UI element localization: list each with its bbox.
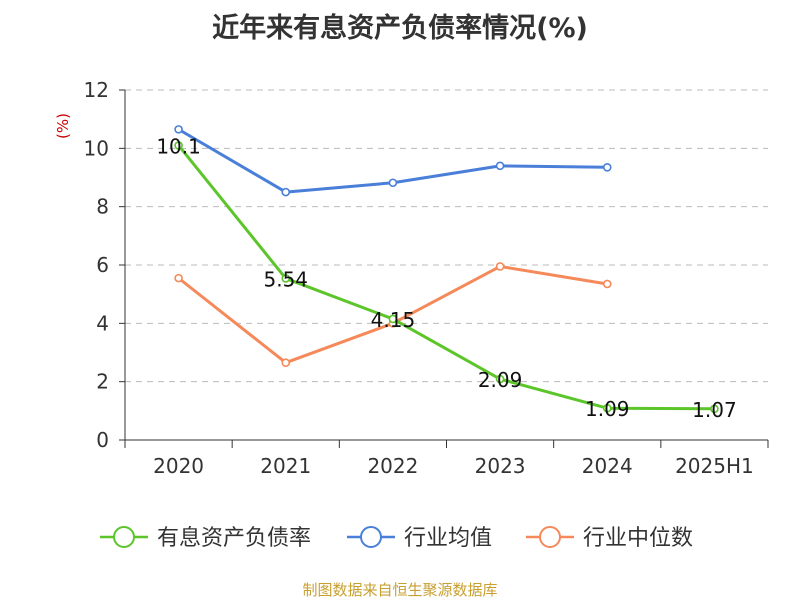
data-point (281, 187, 291, 197)
x-tick-label: 2023 (475, 454, 526, 478)
y-tick-label: 12 (84, 78, 109, 102)
legend-marker (113, 526, 135, 548)
y-axis-label: (%) (54, 113, 72, 139)
data-point (174, 141, 183, 150)
data-point (602, 162, 612, 172)
y-tick-label: 0 (96, 428, 109, 452)
data-point (495, 374, 505, 384)
data-point (388, 178, 398, 188)
x-tick-label: 2025H1 (675, 454, 754, 478)
x-tick-label: 2022 (367, 454, 418, 478)
legend: 有息资产负债率 行业均值 行业中位数 (100, 526, 693, 551)
series-line-0 (177, 144, 715, 411)
data-label: 4.15 (371, 308, 416, 332)
data-point (602, 403, 612, 413)
legend-label: 行业均值 (404, 526, 492, 551)
data-point (495, 161, 505, 171)
y-tick-label: 2 (96, 370, 109, 394)
data-label-layer: 10.1 5.54 4.15 2.09 1.09 1.07 (156, 134, 736, 421)
x-tick-label: 2020 (153, 454, 204, 478)
data-label: 1.09 (585, 397, 630, 421)
source-note: 制图数据来自恒生聚源数据库 (302, 581, 498, 599)
series-layer (174, 125, 719, 414)
chart-title: 近年来有息资产负债率情况(%) (212, 13, 588, 44)
data-point (388, 314, 398, 324)
y-tick-label: 4 (96, 311, 109, 335)
axis-layer: 0 2 4 6 8 10 12 2020 2021 2022 2023 2024 2025H1 (%) (54, 78, 769, 478)
data-point (710, 404, 719, 414)
data-label: 1.07 (692, 398, 737, 422)
data-point (174, 273, 183, 283)
data-point (281, 274, 291, 283)
x-tick-label: 2021 (260, 454, 311, 478)
data-point (602, 279, 612, 289)
legend-label: 有息资产负债率 (157, 526, 311, 551)
data-point (174, 125, 183, 134)
data-label: 5.54 (263, 267, 308, 291)
legend-marker (539, 526, 561, 548)
y-tick-label: 8 (96, 195, 109, 219)
x-tick-label: 2024 (582, 454, 633, 478)
y-tick-label: 10 (84, 136, 109, 160)
legend-label: 行业中位数 (583, 526, 693, 551)
legend-marker (360, 526, 382, 548)
data-label: 2.09 (478, 368, 523, 392)
y-tick-label: 6 (96, 253, 109, 277)
grid-layer (125, 89, 768, 383)
data-label: 10.1 (156, 134, 201, 158)
data-point (495, 262, 505, 271)
data-point (281, 358, 291, 368)
